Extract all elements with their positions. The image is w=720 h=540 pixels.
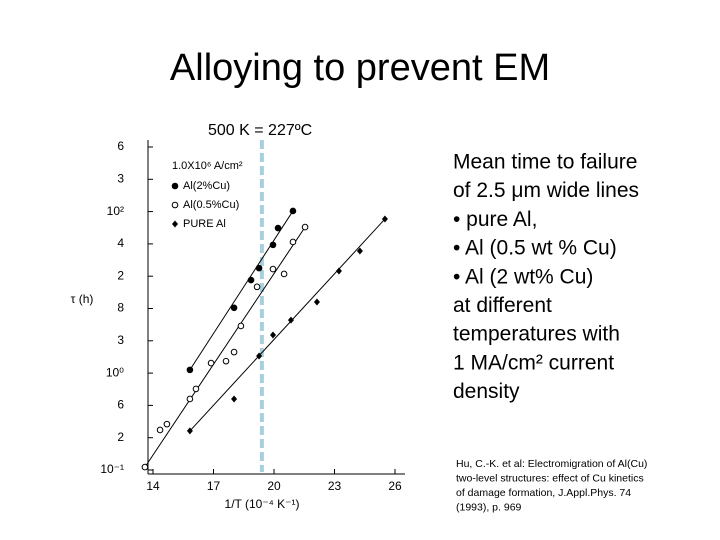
description: Mean time to failure of 2.5 μm wide lines…	[453, 151, 639, 404]
point	[230, 304, 238, 312]
point	[186, 427, 193, 435]
description-line: of 2.5 μm wide lines	[453, 179, 639, 202]
legend-label: PURE Al	[183, 218, 226, 230]
point	[280, 270, 288, 278]
y-tick-label: 10²	[107, 204, 124, 218]
point	[156, 426, 164, 434]
y-tick-label: 6	[117, 139, 124, 153]
legend-marker	[172, 220, 178, 228]
y-tick-label: 6	[117, 398, 124, 412]
y-tick-label: 4	[117, 236, 124, 250]
point	[141, 463, 149, 471]
reference-line: of damage formation, J.Appl.Phys. 74	[456, 487, 631, 499]
point	[256, 352, 263, 360]
point	[274, 224, 282, 232]
point	[289, 207, 297, 215]
point	[207, 359, 215, 367]
legend-marker	[171, 182, 179, 190]
x-tick-label: 17	[207, 479, 221, 493]
point	[247, 276, 255, 284]
point	[255, 264, 263, 272]
fit-line	[189, 210, 294, 371]
point	[269, 241, 277, 249]
x-axis-label: 1/T (10⁻⁴ K⁻¹)	[225, 497, 300, 511]
legend-title: 1.0X10⁶ A/cm²	[172, 160, 243, 172]
legend-label: Al(0.5%Cu)	[183, 199, 239, 211]
legend-label: Al(2%Cu)	[183, 180, 230, 192]
y-tick-label: 2	[117, 268, 124, 282]
point	[237, 322, 245, 330]
reference-line: Hu, C.-K. et al: Electromigration of Al(…	[456, 458, 647, 470]
point	[313, 298, 320, 306]
point	[192, 385, 200, 393]
description-line: density	[453, 380, 520, 403]
point	[269, 265, 277, 273]
point	[186, 366, 194, 374]
y-tick-label: 10⁰	[106, 365, 124, 379]
point	[335, 267, 342, 275]
y-tick-label: 3	[117, 171, 124, 185]
description-line: Mean time to failure	[453, 151, 637, 174]
y-tick-label: 2	[117, 430, 124, 444]
fit-line	[189, 218, 386, 432]
x-tick-label: 14	[146, 479, 160, 493]
description-line: • pure Al,	[453, 208, 537, 231]
annotation: 500 K = 227ºC	[208, 122, 312, 139]
slide-title: Alloying to prevent EM	[170, 47, 550, 89]
y-tick-label: 3	[117, 333, 124, 347]
point	[163, 420, 171, 428]
description-line: 1 MA/cm² current	[453, 351, 614, 374]
description-line: • Al (2 wt% Cu)	[453, 265, 593, 288]
x-tick-label: 20	[267, 479, 281, 493]
x-tick-label: 26	[388, 479, 402, 493]
reference-line: two-level structures: effect of Cu kinet…	[456, 472, 644, 484]
fit-line	[144, 226, 306, 468]
point	[301, 223, 309, 231]
legend-marker	[171, 201, 179, 209]
y-tick-label: 8	[117, 301, 124, 315]
point	[230, 348, 238, 356]
y-axis-label: τ (h)	[71, 292, 94, 306]
point	[289, 238, 297, 246]
point	[356, 247, 363, 255]
point	[287, 316, 294, 324]
description-line: at different	[453, 294, 552, 317]
description-line: temperatures with	[453, 323, 620, 346]
point	[231, 395, 238, 403]
x-tick-label: 23	[328, 479, 342, 493]
reference-line: (1993), p. 969	[456, 501, 522, 513]
description-line: • Al (0.5 wt % Cu)	[453, 237, 617, 260]
point	[253, 283, 261, 291]
point	[269, 331, 276, 339]
point	[186, 395, 194, 403]
reference: Hu, C.-K. et al: Electromigration of Al(…	[456, 458, 647, 514]
y-tick-label: 10⁻¹	[100, 462, 124, 476]
point	[222, 357, 230, 365]
point	[381, 215, 388, 223]
